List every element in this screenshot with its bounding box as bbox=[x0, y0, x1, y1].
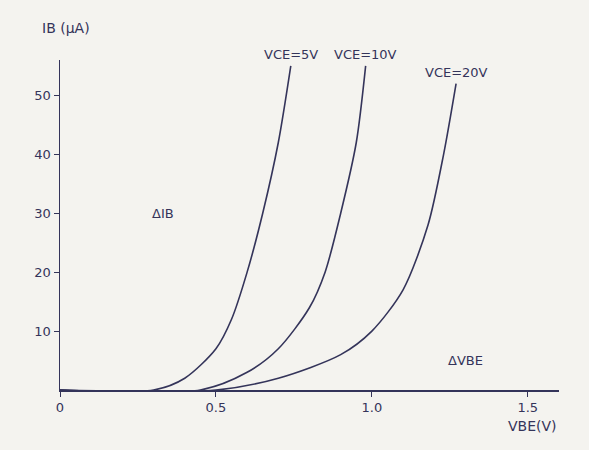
svg-text:40: 40 bbox=[34, 147, 51, 162]
svg-text:VCE=10V: VCE=10V bbox=[334, 47, 397, 62]
svg-text:VBE(V): VBE(V) bbox=[508, 418, 557, 434]
svg-text:VCE=20V: VCE=20V bbox=[425, 65, 488, 80]
svg-text:30: 30 bbox=[34, 206, 51, 221]
svg-text:10: 10 bbox=[34, 324, 51, 339]
svg-text:VCE=5V: VCE=5V bbox=[264, 47, 318, 62]
svg-text:IB (µA): IB (µA) bbox=[42, 20, 90, 36]
svg-text:1.0: 1.0 bbox=[362, 400, 383, 415]
svg-text:20: 20 bbox=[34, 265, 51, 280]
svg-text:50: 50 bbox=[34, 88, 51, 103]
svg-text:1.5: 1.5 bbox=[517, 400, 538, 415]
svg-text:ΔIB: ΔIB bbox=[152, 206, 174, 221]
svg-text:0: 0 bbox=[56, 400, 64, 415]
svg-text:0.5: 0.5 bbox=[206, 400, 227, 415]
svg-text:ΔVBE: ΔVBE bbox=[448, 353, 483, 368]
